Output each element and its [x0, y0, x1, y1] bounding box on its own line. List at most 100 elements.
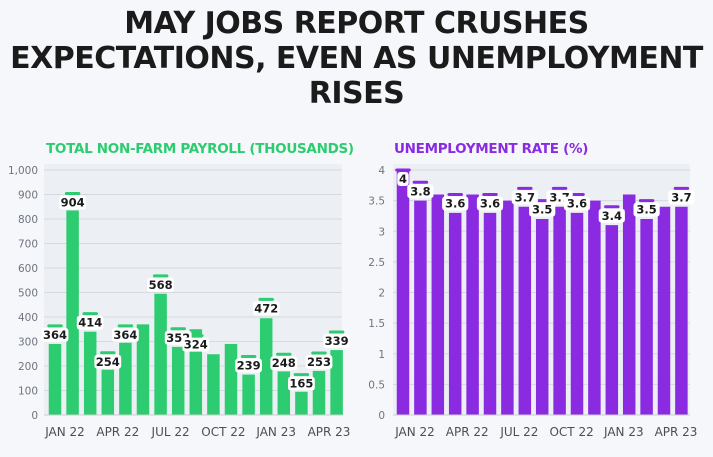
- unemployment-bar: [501, 200, 514, 415]
- payroll-y-tick-label: 300: [18, 337, 38, 349]
- unemployment-data-label-bg: [633, 202, 660, 217]
- payroll-data-label: 904: [61, 196, 85, 210]
- payroll-data-label: 364: [43, 328, 67, 342]
- payroll-x-tick-label: JAN 23: [255, 425, 296, 439]
- unemployment-data-label-bg: [407, 184, 434, 199]
- unemployment-y-tick-label: 0.5: [368, 379, 385, 391]
- payroll-data-label: 472: [254, 301, 278, 315]
- payroll-y-tick-label: 100: [18, 386, 38, 398]
- payroll-x-tick-label: APR 22: [96, 425, 139, 439]
- payroll-x-tick-label: APR 23: [308, 425, 351, 439]
- payroll-y-tick-label: 900: [18, 190, 38, 202]
- unemployment-data-label: 3.7: [515, 190, 535, 204]
- unemployment-bar: [605, 225, 619, 415]
- payroll-data-label-bg: [94, 354, 122, 369]
- payroll-bar: [330, 350, 343, 415]
- unemployment-x-tick-label: JAN 22: [394, 425, 435, 439]
- unemployment-bar: [535, 219, 549, 415]
- payroll-data-label-bg: [76, 315, 104, 330]
- unemployment-data-label: 3.6: [480, 197, 500, 211]
- payroll-data-label-bg: [112, 327, 139, 342]
- payroll-chart-title: TOTAL NON-FARM PAYROLL (THOUSANDS): [46, 141, 354, 157]
- payroll-y-tick-label: 700: [18, 239, 38, 251]
- unemployment-data-label: 3.6: [445, 197, 465, 211]
- payroll-y-tick-label: 1,000: [8, 165, 38, 177]
- payroll-data-label: 248: [272, 356, 296, 370]
- unemployment-y-tick-label: 2.5: [368, 257, 385, 269]
- unemployment-data-label-bg: [511, 190, 538, 205]
- unemployment-x-tick-label: OCT 22: [549, 425, 593, 439]
- payroll-data-label-bg: [323, 333, 350, 348]
- unemployment-x-tick-label: JAN 23: [603, 425, 644, 439]
- payroll-data-label: 254: [96, 355, 120, 369]
- payroll-data-label: 324: [184, 338, 208, 352]
- payroll-data-label: 165: [289, 377, 313, 391]
- unemployment-y-tick-label: 1: [378, 349, 385, 361]
- payroll-data-label: 339: [325, 334, 349, 348]
- unemployment-chart-title: UNEMPLOYMENT RATE (%): [394, 141, 589, 157]
- unemployment-x-tick-label: JUL 22: [499, 425, 538, 439]
- payroll-bar: [101, 369, 115, 415]
- payroll-bar: [171, 346, 185, 415]
- unemployment-bar: [622, 194, 636, 415]
- unemployment-bar: [570, 212, 584, 415]
- payroll-y-tick-label: 400: [18, 312, 38, 324]
- unemployment-y-tick-label: 4: [378, 165, 385, 177]
- unemployment-bar: [588, 200, 601, 415]
- payroll-data-label-bg: [59, 195, 86, 210]
- unemployment-x-tick-label: APR 23: [655, 425, 698, 439]
- payroll-bar: [277, 371, 291, 415]
- unemployment-bar: [640, 219, 653, 415]
- unemployment-data-label-bg: [529, 202, 556, 217]
- payroll-y-tick-label: 0: [31, 410, 38, 422]
- unemployment-bar: [448, 212, 462, 415]
- payroll-bar: [224, 343, 238, 415]
- unemployment-data-label-bg: [598, 208, 625, 223]
- unemployment-data-label-bg: [442, 196, 469, 211]
- unemployment-y-tick-label: 3.5: [368, 196, 385, 208]
- payroll-data-label: 364: [113, 328, 137, 342]
- payroll-data-label-bg: [235, 358, 262, 373]
- headline: MAY JOBS REPORT CRUSHES EXPECTATIONS, EV…: [0, 6, 713, 111]
- payroll-data-label-bg: [252, 301, 280, 316]
- headline-line-3: RISES: [308, 76, 405, 111]
- headline-line-1: MAY JOBS REPORT CRUSHES: [124, 6, 589, 41]
- payroll-data-label: 239: [237, 358, 261, 372]
- payroll-bar: [136, 324, 150, 415]
- unemployment-bar: [431, 194, 445, 415]
- payroll-bar: [48, 343, 62, 415]
- unemployment-bar: [414, 200, 427, 415]
- payroll-x-tick-label: JUL 22: [151, 425, 190, 439]
- unemployment-y-tick-label: 0: [378, 410, 385, 422]
- unemployment-bar: [553, 206, 566, 415]
- unemployment-bar: [396, 170, 410, 415]
- unemployment-data-label: 3.6: [567, 197, 587, 211]
- payroll-bar: [119, 342, 132, 415]
- unemployment-data-label: 3.5: [532, 203, 552, 217]
- unemployment-data-label-bg: [397, 172, 409, 186]
- payroll-bar: [242, 374, 255, 415]
- unemployment-data-label: 3.7: [671, 190, 691, 204]
- payroll-y-tick-label: 200: [18, 361, 38, 373]
- payroll-data-label: 414: [78, 316, 102, 330]
- payroll-bar: [259, 318, 273, 415]
- payroll-x-tick-label: OCT 22: [201, 425, 245, 439]
- payroll-data-label-bg: [305, 355, 333, 370]
- payroll-data-label-bg: [182, 337, 210, 352]
- unemployment-data-label-bg: [668, 190, 695, 205]
- unemployment-bar: [675, 206, 688, 415]
- unemployment-bar: [657, 206, 671, 415]
- unemployment-bar: [483, 212, 497, 415]
- payroll-bar: [154, 293, 167, 415]
- unemployment-y-tick-label: 3: [378, 226, 385, 238]
- payroll-data-label: 568: [149, 278, 173, 292]
- payroll-data-label-bg: [288, 376, 315, 391]
- payroll-data-label-bg: [41, 327, 69, 342]
- unemployment-data-label-bg: [563, 196, 591, 211]
- headline-line-2: EXPECTATIONS, EVEN AS UNEMPLOYMENT: [10, 41, 703, 76]
- unemployment-data-label: 3.8: [410, 184, 430, 198]
- payroll-bar: [207, 354, 220, 415]
- payroll-x-tick-label: JAN 22: [44, 425, 85, 439]
